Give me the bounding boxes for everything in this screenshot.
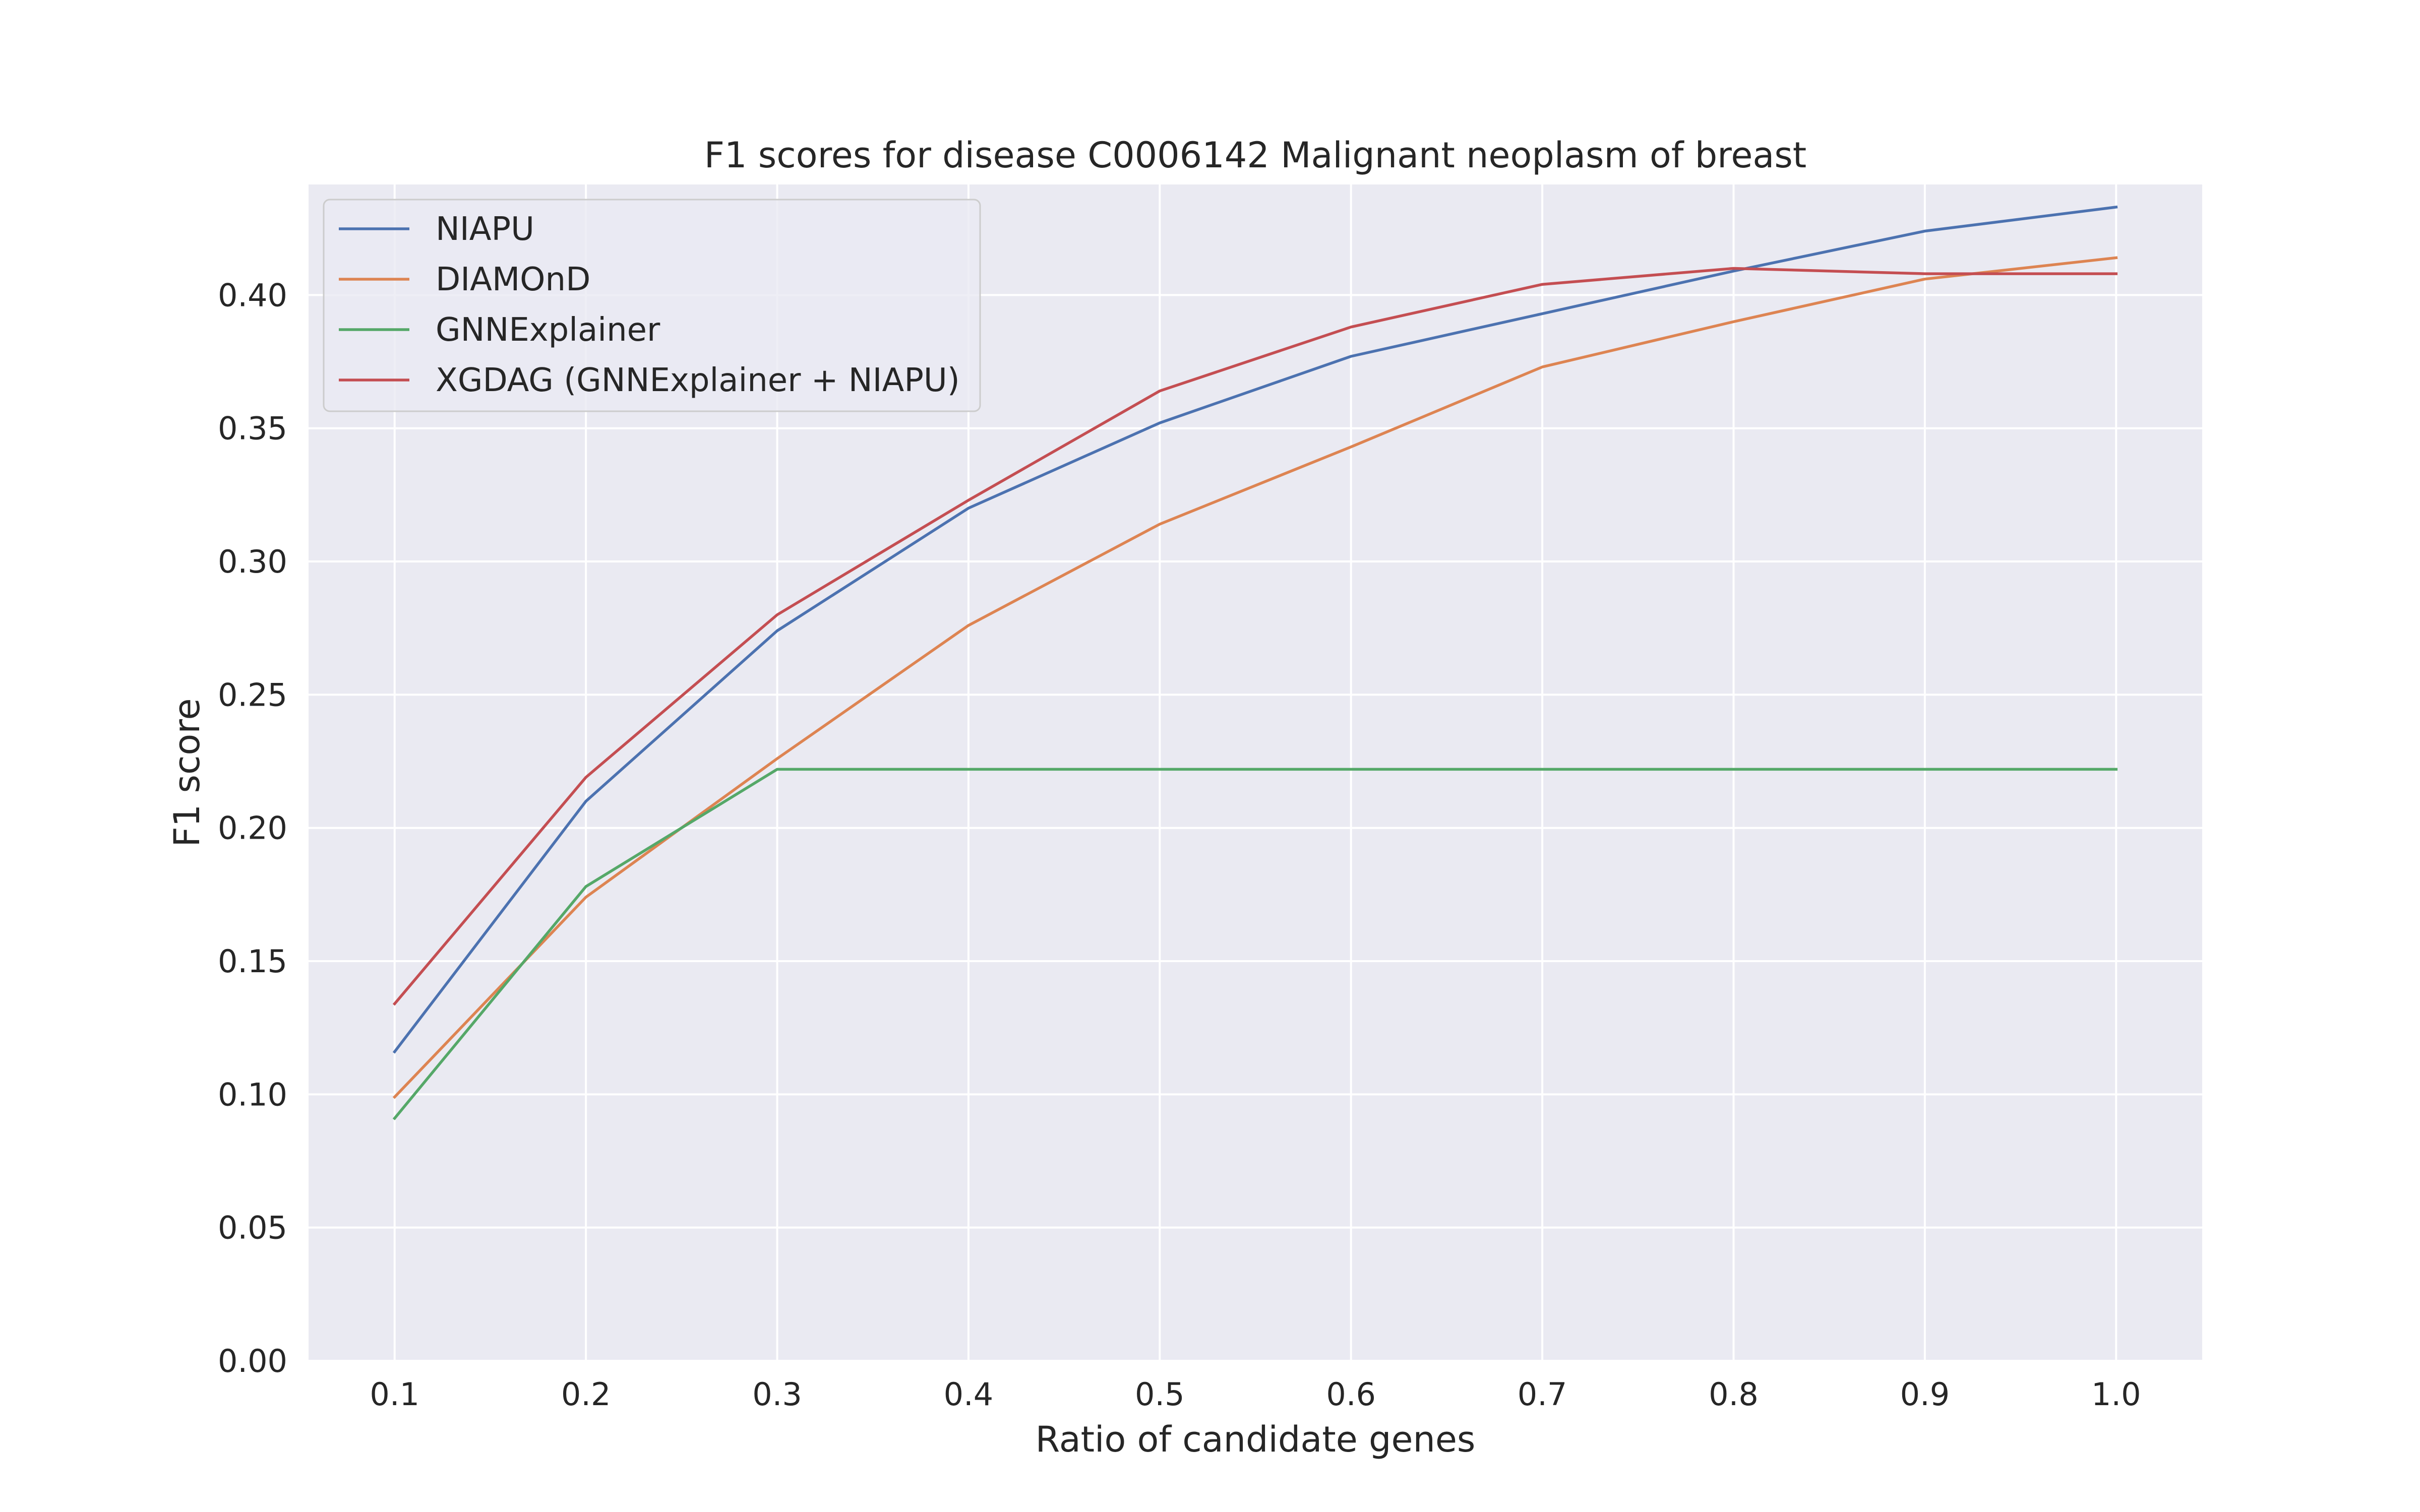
x-tick-label: 1.0	[2091, 1376, 2141, 1413]
x-tick-label: 0.2	[561, 1376, 611, 1413]
legend-label: XGDAG (GNNExplainer + NIAPU)	[436, 362, 960, 399]
chart-title: F1 scores for disease C0006142 Malignant…	[704, 135, 1807, 176]
legend-label: NIAPU	[436, 211, 534, 248]
series-lines	[392, 205, 2118, 1120]
y-tick-label: 0.25	[218, 676, 287, 713]
x-tick-label: 0.1	[370, 1376, 419, 1413]
x-axis-ticks: 0.1 0.2 0.3 0.4 0.5 0.6 0.7 0.8 0.9 1.0	[370, 1376, 2141, 1413]
x-tick-label: 0.7	[1518, 1376, 1567, 1413]
y-tick-label: 0.30	[218, 543, 287, 580]
y-tick-label: 0.15	[218, 943, 287, 980]
x-tick-label: 0.4	[944, 1376, 994, 1413]
y-axis-label: F1 score	[166, 698, 208, 847]
x-tick-label: 0.8	[1709, 1376, 1759, 1413]
y-tick-label: 0.05	[218, 1210, 287, 1246]
series-line-xgdag-gnnexplainer-niapu	[392, 267, 2118, 1006]
y-tick-label: 0.20	[218, 810, 287, 847]
y-axis-ticks: 0.00 0.05 0.10 0.15 0.20 0.25 0.30 0.35 0.40	[218, 277, 287, 1379]
x-tick-label: 0.9	[1900, 1376, 1950, 1413]
x-tick-label: 0.3	[752, 1376, 802, 1413]
y-tick-label: 0.40	[218, 277, 287, 313]
x-axis-label: Ratio of candidate genes	[1036, 1419, 1476, 1460]
legend-label: DIAMOnD	[436, 261, 590, 298]
x-tick-label: 0.5	[1135, 1376, 1185, 1413]
legend-label: GNNExplainer	[436, 311, 660, 349]
legend: NIAPU DIAMOnD GNNExplainer XGDAG (GNNExplai…	[323, 199, 981, 412]
x-tick-label: 0.6	[1326, 1376, 1376, 1413]
series-line-gnnexplainer	[392, 768, 2118, 1120]
series-line-niapu	[392, 205, 2118, 1054]
y-tick-label: 0.10	[218, 1076, 287, 1113]
grid	[309, 184, 2202, 1362]
y-tick-label: 0.35	[218, 410, 287, 447]
y-tick-label: 0.00	[218, 1343, 287, 1379]
legend-box	[323, 199, 981, 412]
